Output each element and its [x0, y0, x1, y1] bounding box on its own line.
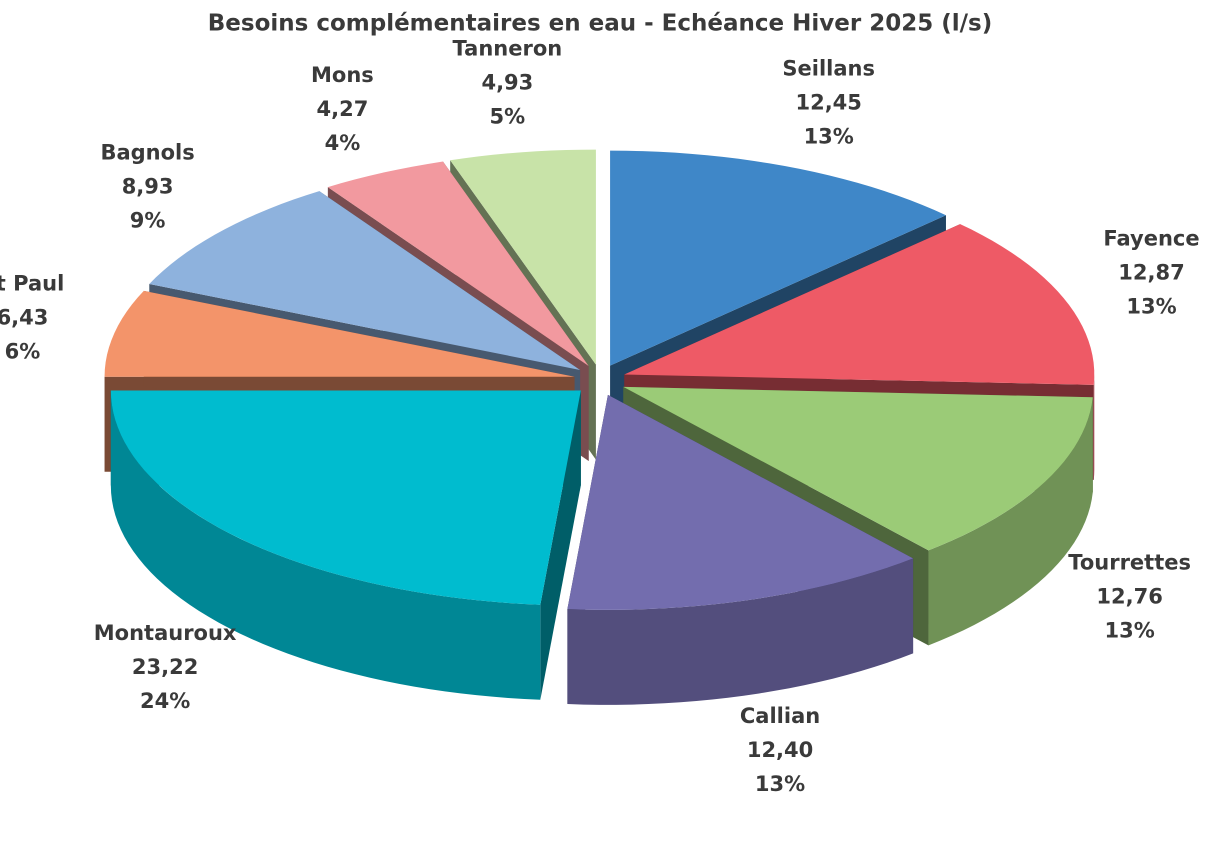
slice [104, 290, 575, 377]
slice [110, 390, 581, 605]
slice [623, 386, 1093, 551]
data-label: Tourrettes [1068, 551, 1191, 575]
slice [149, 191, 581, 370]
data-label: 8,93 [122, 174, 174, 198]
data-label: 13% [1126, 294, 1176, 318]
data-label: Tanneron [453, 37, 563, 61]
slice [624, 224, 1095, 385]
data-label: 4,27 [317, 97, 369, 121]
pie [104, 149, 1095, 705]
data-label: Bagnols [100, 140, 194, 164]
slice-wall [928, 397, 1093, 646]
data-label: 13% [1105, 619, 1155, 643]
data-label: 24% [140, 689, 190, 713]
slice [450, 149, 596, 365]
slice-wall [110, 390, 541, 700]
data-label: 4,93 [481, 71, 533, 95]
data-label: 6,43 [0, 306, 48, 330]
data-label: 13% [804, 124, 854, 148]
slice [567, 394, 914, 705]
data-label: 12,76 [1096, 585, 1162, 609]
slice [327, 161, 589, 366]
data-label: 13% [755, 772, 805, 796]
slice [610, 150, 946, 366]
slice [567, 394, 914, 610]
data-label: 12,40 [747, 738, 813, 762]
data-label: 12,45 [795, 90, 861, 114]
data-label: 4% [325, 131, 361, 155]
chart-title: Besoins complémentaires en eau - Echéanc… [208, 11, 992, 37]
data-label: St Paul [0, 272, 64, 296]
slice-wall [1093, 374, 1095, 480]
data-label: Callian [740, 704, 820, 728]
data-label: 9% [130, 208, 166, 232]
slice-wall [567, 558, 914, 705]
data-label: Seillans [782, 56, 875, 80]
data-label: 23,22 [132, 655, 198, 679]
data-label: Fayence [1103, 226, 1199, 250]
data-label: Montauroux [94, 621, 237, 645]
data-label: 6% [5, 340, 41, 364]
slice [110, 390, 581, 700]
data-label: 5% [490, 105, 526, 129]
data-label: Mons [311, 63, 374, 87]
data-label: 12,87 [1118, 260, 1184, 284]
